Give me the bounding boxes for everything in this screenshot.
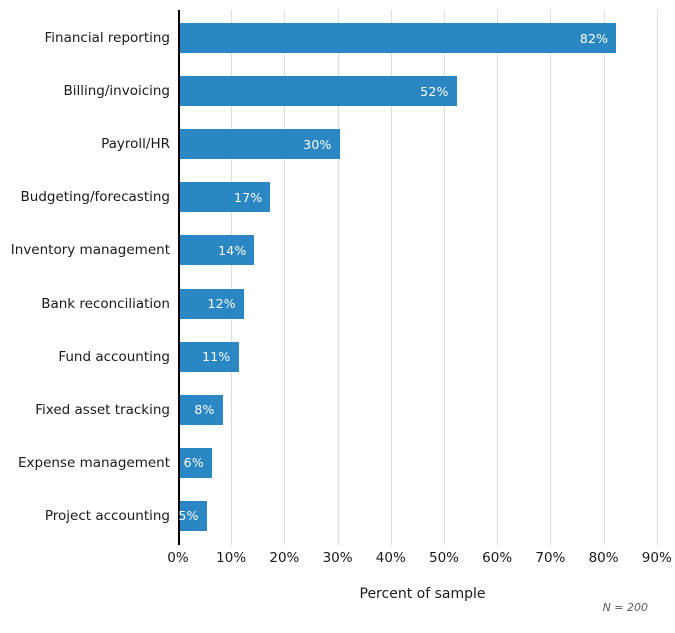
- gridline: [231, 10, 233, 545]
- bar: 5%: [178, 500, 207, 531]
- bar-value-label: 5%: [178, 508, 199, 524]
- category-label: Expense management: [17, 454, 170, 471]
- bar: 82%: [180, 23, 617, 53]
- category-label: Project accounting: [44, 507, 170, 524]
- x-tick-label: 70%: [535, 550, 566, 566]
- bar: 6%: [180, 447, 212, 478]
- bar-value-label: 14%: [218, 242, 247, 258]
- x-tick-label: 90%: [641, 550, 672, 566]
- x-tick-label: 30%: [322, 550, 353, 566]
- x-tick-label: 40%: [375, 550, 406, 566]
- gridline: [603, 10, 605, 545]
- category-label: Budgeting/forecasting: [20, 189, 170, 206]
- sample-size-note: N = 200: [602, 601, 648, 614]
- category-label: Financial reporting: [44, 30, 170, 46]
- bar: 52%: [180, 76, 457, 107]
- x-tick-label: 60%: [482, 550, 513, 566]
- bar: 30%: [180, 129, 340, 160]
- gridline: [390, 10, 392, 545]
- bar-value-label: 52%: [420, 83, 449, 99]
- category-label: Inventory management: [10, 242, 170, 259]
- bar: 14%: [180, 235, 255, 266]
- gridline: [497, 10, 499, 545]
- bar: 8%: [180, 394, 223, 425]
- category-label: Billing/invoicing: [63, 83, 170, 100]
- x-tick-label: 20%: [269, 550, 300, 566]
- x-tick-label: 50%: [428, 550, 459, 566]
- bar-value-label: 17%: [234, 189, 263, 205]
- bar: 17%: [180, 182, 271, 213]
- x-tick-label: 0%: [167, 550, 189, 566]
- x-tick-label: 10%: [216, 550, 247, 566]
- gridline: [337, 10, 339, 545]
- bar-value-label: 30%: [303, 136, 332, 152]
- gridline: [284, 10, 286, 545]
- bar-value-label: 8%: [194, 402, 215, 418]
- gridline: [550, 10, 552, 545]
- gridline: [444, 10, 445, 545]
- category-label: Fixed asset tracking: [35, 401, 170, 418]
- category-label: Payroll/HR: [101, 136, 170, 153]
- bar-value-label: 6%: [183, 455, 204, 471]
- x-axis-title: Percent of sample: [359, 586, 486, 602]
- gridline: [656, 10, 658, 545]
- category-label: Bank reconciliation: [41, 295, 170, 312]
- bar-value-label: 12%: [207, 296, 236, 311]
- bar: 11%: [180, 341, 239, 372]
- bar-value-label: 11%: [202, 349, 231, 365]
- x-tick-label: 80%: [588, 550, 619, 566]
- bar: 12%: [180, 288, 244, 319]
- plot-area: 82% 52% 30% 17% 14% 12% 11% 8% 6% 5%: [178, 10, 667, 545]
- bar-value-label: 82%: [579, 30, 609, 46]
- category-label: Fund accounting: [58, 348, 170, 365]
